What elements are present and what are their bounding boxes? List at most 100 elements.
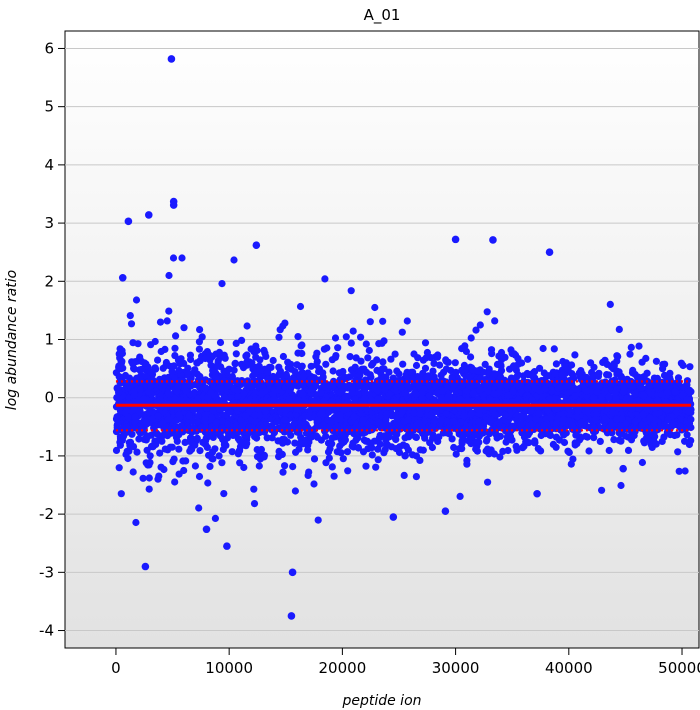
data-point	[213, 362, 221, 371]
data-point	[367, 439, 375, 448]
data-point	[166, 426, 174, 434]
data-point	[321, 275, 329, 283]
data-point	[503, 382, 511, 390]
data-point	[230, 366, 238, 374]
data-point	[418, 389, 426, 397]
data-point	[510, 362, 518, 370]
data-point	[393, 419, 401, 427]
data-point	[391, 350, 399, 358]
data-point	[242, 352, 250, 360]
data-point	[156, 449, 164, 457]
data-point	[399, 441, 407, 449]
data-point	[122, 450, 130, 459]
data-point	[675, 467, 683, 475]
data-point	[427, 412, 435, 420]
y-tick-label: -3	[39, 563, 54, 581]
data-point	[615, 325, 623, 333]
data-point	[291, 368, 299, 376]
data-point	[212, 418, 220, 427]
data-point	[472, 326, 480, 334]
data-point	[211, 514, 219, 523]
data-point	[239, 390, 248, 398]
data-point	[218, 459, 226, 467]
data-point	[162, 362, 170, 370]
data-point	[165, 415, 173, 423]
data-point	[458, 439, 466, 447]
data-point	[177, 355, 185, 363]
data-point	[170, 374, 178, 382]
data-point	[497, 361, 505, 369]
data-point	[324, 439, 333, 447]
outlier-point	[167, 55, 176, 63]
data-point	[484, 387, 492, 396]
data-point	[483, 308, 491, 316]
data-point	[251, 417, 259, 426]
data-point	[281, 407, 289, 415]
data-point	[255, 462, 263, 470]
data-point	[201, 411, 210, 419]
data-point	[404, 381, 412, 390]
y-tick-label: -1	[39, 447, 54, 465]
data-point	[299, 372, 307, 380]
data-point	[450, 381, 458, 389]
data-point	[291, 487, 299, 495]
data-point	[627, 343, 635, 351]
data-point	[281, 462, 289, 470]
data-point	[262, 407, 270, 416]
data-point	[186, 351, 194, 359]
outlier-point	[202, 525, 211, 534]
data-point	[279, 352, 287, 361]
data-point	[317, 389, 325, 397]
data-point	[292, 448, 300, 456]
data-point	[273, 418, 281, 426]
data-point	[558, 371, 566, 379]
data-point	[337, 449, 345, 457]
data-point	[177, 396, 185, 404]
data-point	[308, 385, 316, 393]
data-point	[312, 361, 320, 369]
data-point	[601, 378, 610, 386]
data-point	[258, 424, 266, 432]
data-point	[620, 387, 628, 396]
data-point	[294, 396, 302, 404]
data-point	[243, 439, 251, 447]
grid-lines	[65, 47, 699, 632]
data-point	[538, 393, 546, 401]
data-point	[662, 379, 670, 387]
data-point	[145, 408, 153, 416]
data-points	[112, 55, 695, 620]
data-point	[347, 339, 355, 347]
data-point	[638, 358, 646, 366]
data-point	[593, 388, 601, 396]
data-point	[171, 395, 179, 403]
data-point	[455, 395, 463, 403]
data-point	[348, 388, 356, 397]
data-point	[685, 419, 694, 427]
data-point	[439, 387, 447, 395]
data-point	[146, 368, 154, 376]
data-point	[298, 389, 306, 397]
data-point	[477, 374, 485, 382]
data-point	[349, 382, 357, 390]
data-point	[601, 415, 609, 423]
data-point	[379, 317, 387, 325]
data-point	[118, 436, 126, 444]
data-point	[624, 446, 633, 454]
data-point	[442, 410, 450, 418]
data-point	[550, 345, 558, 353]
data-point	[188, 417, 196, 425]
data-point	[418, 394, 426, 402]
data-point	[496, 370, 504, 378]
data-point	[115, 350, 123, 358]
data-point	[573, 413, 582, 421]
data-point	[434, 351, 442, 359]
data-point	[567, 460, 575, 468]
data-point	[184, 369, 192, 377]
data-point	[321, 382, 329, 391]
data-point	[603, 371, 611, 379]
data-point	[527, 420, 536, 428]
data-point	[467, 353, 475, 361]
data-point	[632, 389, 640, 398]
data-point	[329, 367, 337, 375]
data-point	[379, 358, 387, 366]
